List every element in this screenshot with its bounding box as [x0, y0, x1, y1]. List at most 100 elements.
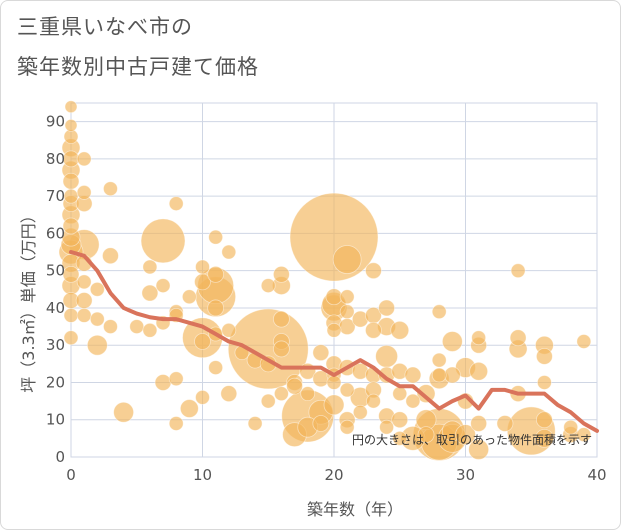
bubble-point — [62, 150, 80, 168]
bubble-point — [510, 263, 526, 279]
bubble-layer — [58, 100, 592, 462]
bubble-point — [576, 427, 592, 443]
x-tick-label: 20 — [324, 466, 343, 484]
bubble-point — [221, 322, 237, 338]
y-tick-label: 50 — [46, 262, 65, 280]
bubble-point — [142, 259, 158, 275]
y-axis-label: 坪（3.3㎡）単価（万円） — [19, 207, 38, 392]
y-tick-label: 20 — [46, 373, 65, 391]
bubble-point — [563, 419, 579, 435]
bubble-point — [339, 289, 355, 305]
bubble-point — [272, 266, 290, 283]
bubble-point — [417, 426, 435, 444]
bubble-point — [64, 118, 78, 132]
bubble-point — [405, 393, 421, 409]
bubble-point — [443, 366, 461, 384]
bubble-point — [168, 416, 184, 431]
bubble-point — [431, 304, 447, 320]
y-tick-label: 10 — [46, 411, 65, 429]
bubble-point — [375, 344, 399, 368]
y-tick-label: 80 — [46, 150, 65, 168]
y-tick-label: 90 — [46, 113, 65, 131]
bubble-point — [221, 244, 237, 260]
bubble-point — [247, 416, 263, 431]
bubble-point — [63, 188, 79, 204]
bubble-point — [207, 266, 225, 283]
bubble-point — [379, 419, 395, 435]
bubble-point — [496, 415, 514, 432]
bubble-point — [168, 371, 184, 387]
bubble-point — [195, 259, 210, 275]
bubble-point — [75, 292, 93, 309]
bubble-point — [76, 151, 92, 167]
bubble-point — [339, 419, 355, 435]
bubble-point — [63, 307, 79, 323]
bubble-point — [286, 377, 303, 395]
bubble-point — [141, 284, 159, 302]
bubble-point — [76, 185, 92, 200]
bubble-point — [207, 299, 225, 317]
chart-title-line2: 築年数別中古戸建て価格 — [17, 55, 259, 79]
bubble-point — [323, 394, 345, 416]
bubble-point — [441, 331, 463, 352]
bubble-point — [332, 245, 362, 274]
y-tick-label: 30 — [46, 336, 65, 354]
bubble-point — [260, 393, 276, 409]
bubble-point — [352, 404, 368, 420]
bubble-point — [455, 424, 476, 446]
bubble-point — [536, 347, 553, 365]
bubble-point — [470, 415, 488, 432]
bubble-point — [404, 366, 422, 384]
bubble-point — [312, 415, 330, 432]
bubble-point — [62, 266, 80, 283]
bubble-point — [339, 382, 355, 398]
bubble-point — [416, 384, 436, 404]
bubble-point — [390, 320, 410, 340]
bubble-point — [378, 299, 396, 317]
bubble-point — [365, 321, 382, 339]
chart-title-line1: 三重県いなべ市の — [17, 15, 193, 39]
bubble-point — [181, 289, 197, 305]
bubble-point — [195, 389, 210, 405]
bubble-point — [129, 319, 145, 334]
bubble-point — [142, 322, 158, 338]
bubble-point — [208, 360, 224, 375]
bubble-point — [168, 196, 184, 212]
bubble-point — [468, 439, 490, 460]
bubble-point — [576, 334, 592, 349]
bubble-point — [154, 374, 172, 391]
bubble-point — [509, 329, 527, 347]
bubble-point — [272, 310, 290, 328]
bubble-point — [208, 229, 224, 245]
bubble-point — [64, 100, 78, 114]
bubble-point — [62, 172, 80, 190]
tick-labels: 0 10 20 30 40 0 10 20 30 40 50 60 70 80 90 — [46, 113, 607, 484]
bubble-point — [312, 370, 330, 388]
bubble-point — [392, 430, 408, 446]
bubble-point — [536, 411, 553, 429]
bubble-point — [431, 352, 447, 368]
bubble-point — [272, 340, 290, 358]
bubble-point — [155, 278, 171, 293]
bubble-point — [62, 217, 80, 235]
bubble-point — [113, 401, 134, 423]
bubble-point — [471, 330, 487, 346]
bubble-point — [89, 311, 105, 327]
x-axis-label: 築年数（年） — [307, 500, 403, 519]
bubble-point — [300, 386, 316, 402]
bubble-point — [469, 361, 489, 381]
y-tick-label: 40 — [46, 299, 65, 317]
bubble-point — [89, 281, 105, 297]
x-tick-label: 0 — [66, 466, 76, 484]
bubble-point — [339, 304, 355, 320]
bubble-point — [273, 386, 289, 402]
bubble-point — [76, 274, 92, 290]
bubble-point — [431, 367, 447, 383]
bubble-point — [326, 375, 342, 390]
bubble-point — [63, 330, 79, 346]
trend-line — [69, 250, 599, 433]
bubble-point — [103, 181, 118, 197]
bubble-point — [260, 278, 276, 293]
bubble-point — [102, 247, 119, 265]
